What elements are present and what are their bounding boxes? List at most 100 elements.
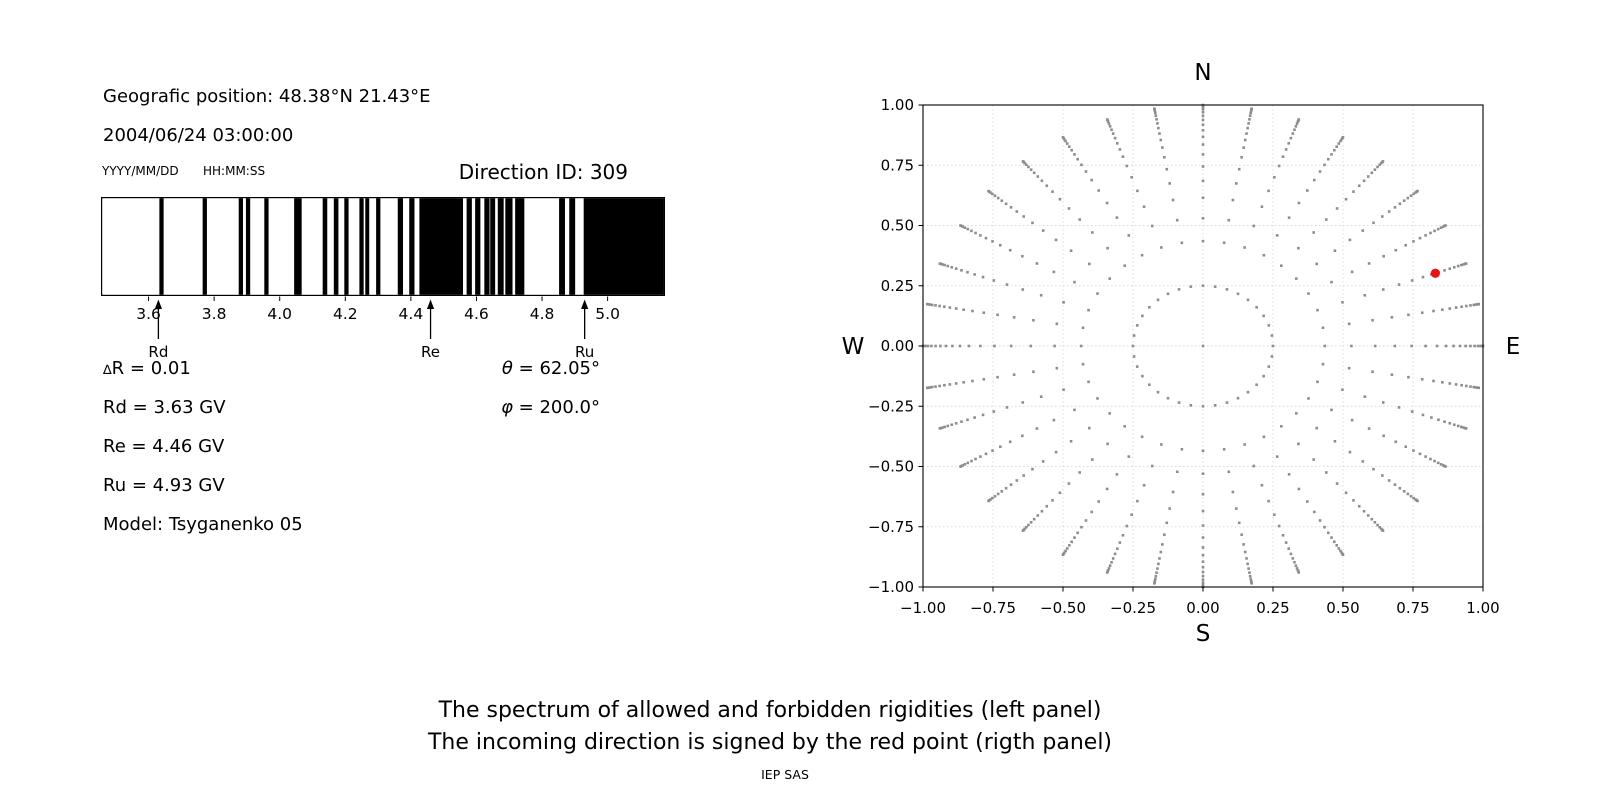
grid-dot: [1245, 557, 1248, 560]
grid-dot: [1366, 514, 1370, 517]
grid-dot: [993, 344, 996, 348]
grid-dot: [1416, 499, 1419, 503]
grid-dot: [1153, 107, 1156, 110]
grid-dot: [1418, 452, 1422, 456]
x-tick-label: 4.4: [399, 305, 424, 323]
grid-dot: [1158, 557, 1161, 560]
grid-dot: [979, 344, 982, 348]
grid-dot: [991, 240, 994, 243]
grid-dot: [1267, 189, 1270, 193]
grid-dot: [1084, 170, 1088, 173]
grid-dot: [1227, 470, 1231, 474]
grid-dot: [1231, 490, 1235, 494]
grid-dot: [1248, 574, 1252, 578]
grid-dot: [1267, 499, 1270, 503]
rigidity-spectrum-chart: 3.6 3.8 4.0 4.2 4.4 4.6 4.8 5.0 Rd Re Ru: [101, 197, 665, 361]
grid-dot: [1015, 210, 1019, 213]
grid-dot: [1439, 226, 1443, 229]
grid-dot: [1168, 507, 1171, 510]
allowed-band-bar: [264, 198, 269, 295]
grid-dot: [1262, 374, 1265, 378]
grid-dot: [1032, 370, 1035, 374]
grid-dot: [1452, 423, 1456, 427]
grid-dot: [1105, 201, 1109, 205]
grid-dot: [1148, 305, 1151, 309]
grid-dot: [1070, 148, 1073, 152]
grid-dot: [1410, 344, 1413, 348]
grid-dot: [1432, 379, 1435, 383]
grid-dot: [1439, 463, 1443, 466]
grid-dot: [1245, 132, 1248, 135]
grid-dot: [1279, 425, 1283, 428]
y-tick-label: −0.25: [868, 397, 914, 415]
grid-dot: [1289, 552, 1293, 556]
grid-dot: [1424, 344, 1427, 348]
grid-dot: [966, 270, 969, 274]
grid-dot: [1036, 514, 1040, 517]
allowed-band-bar: [409, 198, 415, 295]
grid-dot: [1157, 126, 1160, 130]
grid-dot: [1335, 544, 1338, 547]
geographic-position-label: Geografic position: 48.38°N 21.43°E: [103, 86, 431, 107]
grid-dot: [1297, 487, 1301, 491]
grid-dot: [1330, 280, 1333, 284]
grid-dot: [1040, 509, 1044, 513]
grid-dot: [1227, 218, 1231, 222]
grid-dot: [1347, 366, 1351, 370]
grid-dot: [1040, 179, 1044, 183]
grid-dot: [1073, 280, 1076, 284]
grid-dot: [1051, 190, 1054, 193]
grid-dot: [1110, 128, 1113, 132]
grid-dot: [1008, 248, 1012, 252]
x-tick-label: 0.25: [1256, 599, 1289, 617]
grid-dot: [1078, 218, 1082, 221]
grid-dot: [1442, 225, 1445, 228]
grid-dot: [1201, 560, 1205, 563]
y-tick-label: 0.25: [881, 277, 914, 295]
grid-dot: [1406, 196, 1410, 200]
grid-dot: [1412, 449, 1415, 452]
grid-dot: [1352, 499, 1355, 502]
grid-dot: [1402, 199, 1406, 202]
grid-dot: [1069, 249, 1073, 253]
grid-dot: [1409, 494, 1413, 498]
grid-dot: [1441, 381, 1444, 384]
y-tick-label: −0.50: [868, 458, 914, 476]
grid-dot: [1460, 383, 1463, 387]
grid-dot: [1433, 459, 1436, 463]
grid-dot: [1362, 179, 1366, 183]
grid-dot: [1404, 445, 1408, 449]
grid-dot: [1243, 550, 1247, 554]
grid-dot: [1474, 303, 1478, 306]
grid-dot: [1469, 304, 1472, 307]
grid-dot: [1284, 148, 1288, 151]
grid-dot: [1393, 344, 1397, 348]
grid-dot: [1393, 206, 1397, 209]
grid-dot: [1341, 388, 1344, 391]
grid-dot: [1021, 288, 1025, 291]
grid-dot: [963, 226, 967, 229]
grid-dot: [1293, 128, 1296, 132]
ru-value: Ru = 4.93 GV: [103, 475, 225, 496]
grid-dot: [1477, 386, 1481, 390]
grid-dot: [981, 413, 985, 417]
grid-dot: [1078, 471, 1082, 474]
x-tick-label: 0.50: [1326, 599, 1359, 617]
grid-dot: [1201, 108, 1205, 111]
x-tick-label: −1.00: [900, 599, 946, 617]
grid-dot: [1479, 344, 1482, 348]
phi-value: φ = 200.0°: [501, 397, 600, 418]
x-tick-label: 3.8: [202, 305, 227, 323]
grid-dot: [1279, 264, 1283, 267]
grid-dot: [1281, 155, 1285, 158]
grid-dot: [1350, 344, 1353, 348]
allowed-band-bar: [515, 198, 525, 295]
grid-dot: [1267, 324, 1271, 327]
grid-dot: [1410, 410, 1414, 413]
grid-dot: [1262, 314, 1265, 318]
grid-dot: [1460, 425, 1463, 429]
time-format-label: HH:MM:SS: [203, 164, 266, 178]
grid-dot: [1073, 536, 1076, 539]
grid-dot: [1381, 529, 1385, 532]
grid-dot: [962, 381, 965, 384]
